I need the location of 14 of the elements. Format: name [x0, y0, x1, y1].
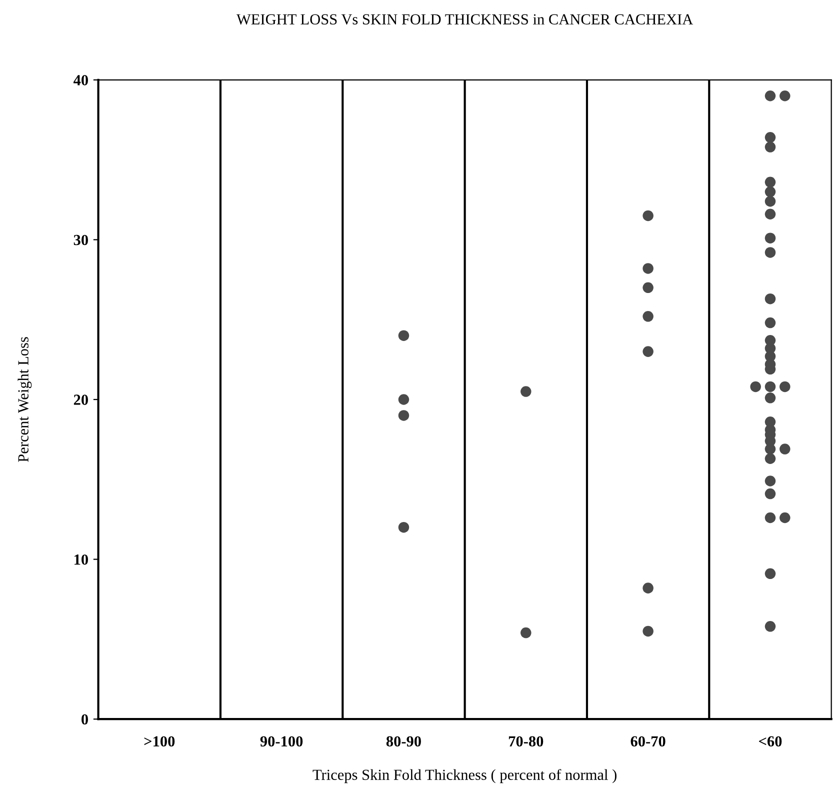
y-tick-label: 40 — [74, 75, 88, 86]
x-tick-label: >100 — [144, 736, 175, 747]
x-tick-label: 90-100 — [260, 736, 303, 747]
x-tick-label: <60 — [759, 736, 782, 747]
y-tick-label: 30 — [74, 234, 88, 246]
y-tick-label: 0 — [82, 714, 88, 725]
x-axis-title: Triceps Skin Fold Thickness ( percent of normal ) — [312, 769, 616, 784]
x-tick-label: 80-90 — [386, 736, 421, 747]
chart-title: WEIGHT LOSS Vs SKIN FOLD THICKNESS in CANCER CACHEXIA — [236, 14, 694, 25]
x-tick-label: 70-80 — [508, 736, 544, 747]
y-tick-label: 20 — [74, 394, 88, 405]
y-tick-label: 10 — [74, 554, 88, 565]
y-axis-title: Percent Weight Loss — [18, 337, 32, 462]
x-tick-label: 60-70 — [630, 736, 666, 747]
